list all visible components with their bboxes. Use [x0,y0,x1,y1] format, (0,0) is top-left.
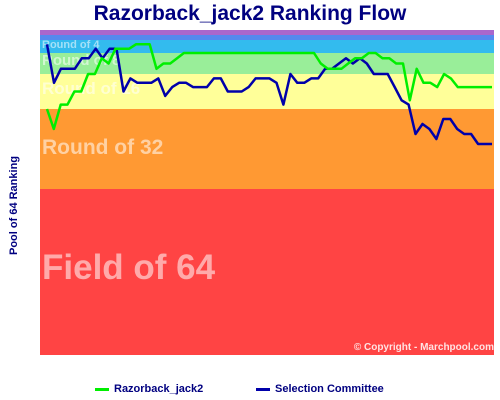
legend-label-razorback: Razorback_jack2 [114,383,204,395]
band-round-of-4 [40,40,494,53]
legend-swatch-razorback [95,387,109,391]
copyright-text: © Copyright - Marchpool.com [354,342,494,353]
band-label-round-of-16: Round of 16 [42,79,140,98]
legend: Razorback_jack2 Selection Committee [0,383,500,397]
legend-item-committee: Selection Committee [256,383,384,395]
band-field-of-64 [40,189,494,355]
legend-label-committee: Selection Committee [275,383,384,395]
series-line-selection-committee [45,44,492,146]
legend-swatch-committee [256,387,270,391]
band-label-round-of-32: Round of 32 [42,136,163,159]
band-label-round-of-4: Round of 4 [42,39,100,51]
series-line-razorback-jack2 [45,43,492,131]
legend-item-razorback: Razorback_jack2 [95,383,203,395]
band-round-of-16 [40,74,494,109]
band-label-field-of-64: Field of 64 [42,248,216,287]
chart-title: Razorback_jack2 Ranking Flow [93,2,407,25]
band-round-of-32 [40,109,494,189]
band-top-strip-2 [40,35,494,40]
band-top-strip-1 [40,30,494,35]
